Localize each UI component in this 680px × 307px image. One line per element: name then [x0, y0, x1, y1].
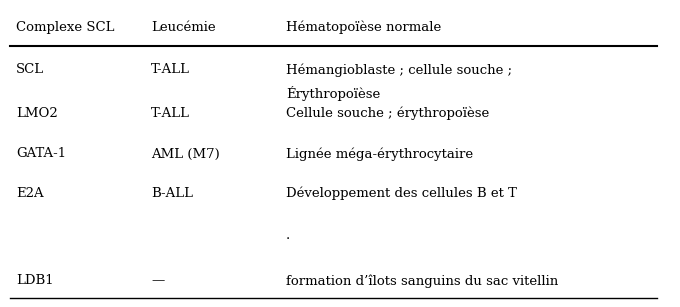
Text: Développement des cellules B et T: Développement des cellules B et T [286, 187, 517, 200]
Text: B-ALL: B-ALL [151, 187, 193, 200]
Text: Complexe SCL: Complexe SCL [16, 21, 115, 34]
Text: LDB1: LDB1 [16, 274, 54, 287]
Text: —: — [151, 274, 165, 287]
Text: AML (M7): AML (M7) [151, 147, 220, 161]
Text: T-ALL: T-ALL [151, 107, 190, 120]
Text: formation d’îlots sanguins du sac vitellin: formation d’îlots sanguins du sac vitell… [286, 274, 558, 288]
Text: .: . [286, 229, 290, 242]
Text: Cellule souche ; érythropoïèse: Cellule souche ; érythropoïèse [286, 107, 490, 120]
Text: SCL: SCL [16, 63, 44, 76]
Text: GATA-1: GATA-1 [16, 147, 67, 161]
Text: Hémangioblaste ; cellule souche ;: Hémangioblaste ; cellule souche ; [286, 63, 512, 76]
Text: Leucémie: Leucémie [151, 21, 216, 34]
Text: Lignée méga-érythrocytaire: Lignée méga-érythrocytaire [286, 147, 473, 161]
Text: LMO2: LMO2 [16, 107, 58, 120]
Text: Hématopoïèse normale: Hématopoïèse normale [286, 21, 441, 34]
Text: T-ALL: T-ALL [151, 63, 190, 76]
Text: Érythropoïèse: Érythropoïèse [286, 86, 380, 101]
Text: E2A: E2A [16, 187, 44, 200]
